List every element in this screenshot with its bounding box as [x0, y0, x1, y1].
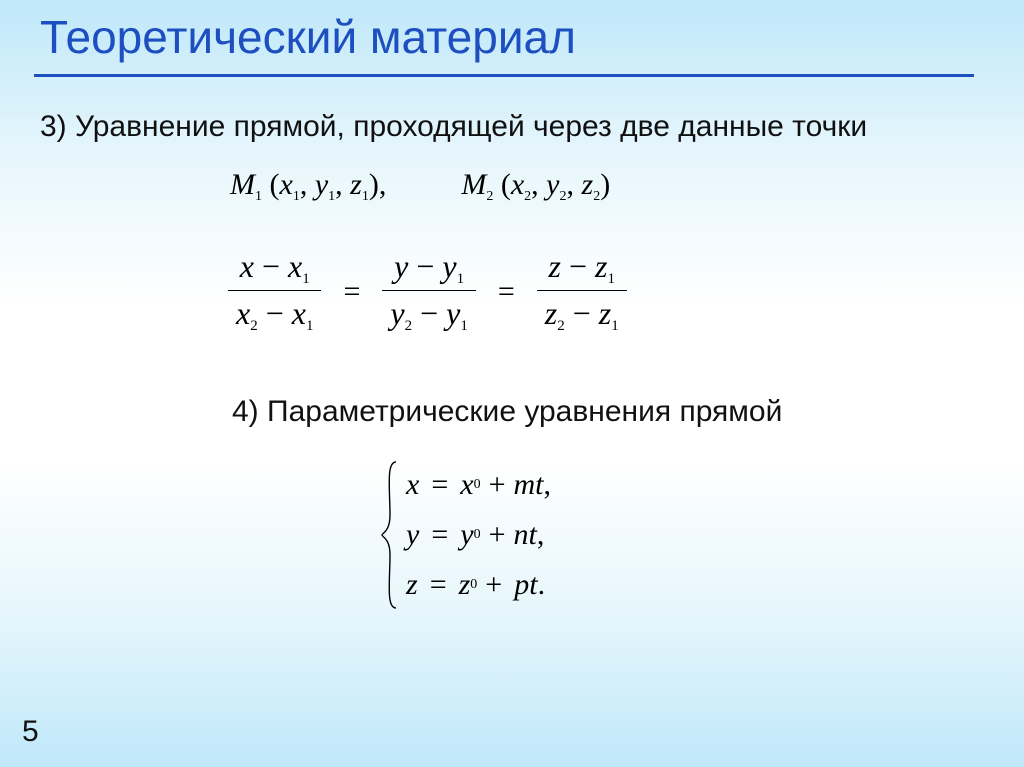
- fy-den-a: y: [390, 295, 404, 331]
- comma: ,: [531, 168, 546, 201]
- fx-den-b-sub: 1: [306, 318, 314, 334]
- slide-title: Теоретический материал: [40, 10, 576, 64]
- title-underline: [34, 74, 974, 77]
- m1-letter: M: [230, 168, 255, 201]
- param-row-x: x=x0 + mt,: [406, 460, 551, 510]
- px-r: x: [460, 468, 473, 502]
- param-row-z: z=z0 + pt.: [406, 560, 551, 610]
- comma: ,: [300, 168, 315, 201]
- comma: ,: [567, 168, 582, 201]
- section-4-heading: 4) Параметрические уравнения прямой: [232, 395, 782, 429]
- two-point-equation: x − x1 x2 − x1 = y − y1 y2 − y1 = z − z1…: [228, 248, 627, 335]
- m1-z-sub: 1: [362, 189, 369, 204]
- equals-2: =: [484, 275, 529, 309]
- slide-number: 5: [22, 715, 39, 749]
- fz-den-b: z: [599, 295, 611, 331]
- fx-den-b: x: [292, 295, 306, 331]
- fraction-z: z − z1 z2 − z1: [537, 248, 627, 335]
- fy-den-a-sub: 2: [405, 318, 413, 334]
- py-c: nt: [514, 518, 537, 552]
- m2-close: ): [600, 168, 610, 201]
- fy-num-b: y: [442, 248, 456, 284]
- equals-1: =: [329, 275, 374, 309]
- fy-num-a: y: [394, 248, 408, 284]
- pz-r-sub: 0: [470, 577, 477, 593]
- m1-z: z: [350, 168, 362, 201]
- px-end: ,: [544, 468, 552, 502]
- fz-den-b-sub: 1: [611, 318, 619, 334]
- py-r-sub: 0: [474, 527, 481, 543]
- fz-num-b: z: [595, 248, 607, 284]
- py-end: ,: [537, 518, 545, 552]
- fz-den-a: z: [545, 295, 557, 331]
- parametric-system: x=x0 + mt, y=y0 + nt, z=z0 + pt.: [380, 460, 551, 610]
- section-3-heading: 3) Уравнение прямой, проходящей через дв…: [40, 110, 867, 144]
- px-l: x: [406, 468, 419, 502]
- m2-x: x: [511, 168, 524, 201]
- pz-c: pt: [514, 568, 537, 602]
- fx-num-a: x: [240, 248, 254, 284]
- pz-l: z: [406, 568, 418, 602]
- comma: ,: [335, 168, 350, 201]
- fz-num-b-sub: 1: [607, 271, 615, 287]
- px-r-sub: 0: [474, 477, 481, 493]
- m1-open: (: [262, 168, 280, 201]
- fz-num-a: z: [549, 248, 561, 284]
- points-definition: M1 (x1, y1, z1), M2 (x2, y2, z2): [230, 168, 610, 205]
- px-c: mt: [514, 468, 544, 502]
- fraction-x: x − x1 x2 − x1: [228, 248, 321, 335]
- m2-open: (: [493, 168, 511, 201]
- m1-y: y: [315, 168, 328, 201]
- fz-den-a-sub: 2: [557, 318, 565, 334]
- m1-sub: 1: [255, 189, 262, 204]
- fx-den-a-sub: 2: [250, 318, 258, 334]
- m2-letter: M: [461, 168, 486, 201]
- fy-den-b: y: [446, 295, 460, 331]
- m2-z: z: [582, 168, 594, 201]
- fx-num-b: x: [288, 248, 302, 284]
- pz-end: .: [538, 568, 546, 602]
- pz-r: z: [459, 568, 471, 602]
- m2-y-sub: 2: [560, 189, 567, 204]
- m1-close: ),: [369, 168, 387, 201]
- m2-y: y: [546, 168, 559, 201]
- param-row-y: y=y0 + nt,: [406, 510, 551, 560]
- fx-den-a: x: [236, 295, 250, 331]
- left-brace-icon: [380, 460, 400, 610]
- py-r: y: [460, 518, 473, 552]
- m1-x-sub: 1: [293, 189, 300, 204]
- parametric-equations: x=x0 + mt, y=y0 + nt, z=z0 + pt.: [400, 460, 551, 610]
- py-l: y: [406, 518, 419, 552]
- fy-num-b-sub: 1: [457, 271, 465, 287]
- fraction-y: y − y1 y2 − y1: [382, 248, 475, 335]
- fx-num-b-sub: 1: [302, 271, 310, 287]
- m1-x: x: [280, 168, 293, 201]
- fy-den-b-sub: 1: [460, 318, 468, 334]
